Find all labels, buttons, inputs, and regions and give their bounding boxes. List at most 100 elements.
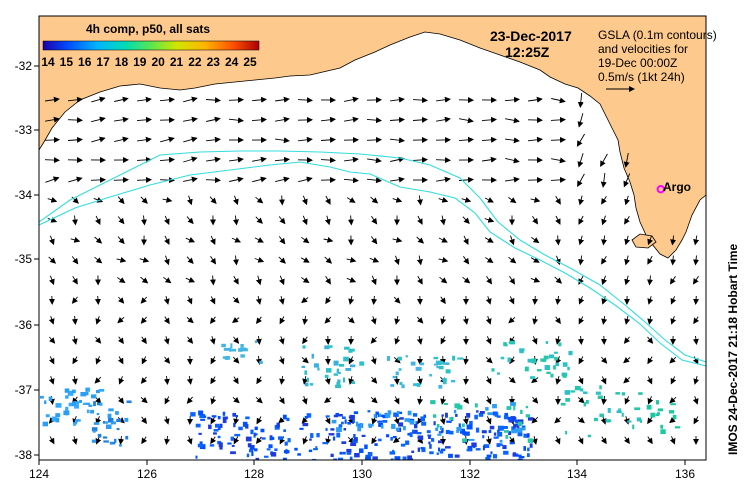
velocity-arrow [509,275,516,285]
velocity-arrow [601,235,608,246]
velocity-arrow [275,137,290,144]
velocity-arrow [577,396,585,404]
velocity-arrow [255,335,262,345]
velocity-arrow [554,235,561,246]
colorbar-title: 4h comp, p50, all sats [86,22,211,36]
velocity-arrow [256,316,262,325]
velocity-arrow [278,396,285,405]
sst-pixel [436,452,439,455]
sst-pixel [508,341,514,344]
sst-pixel [638,392,643,395]
velocity-arrow [347,316,355,324]
lat-tick-label: -35 [14,252,32,266]
sst-pixel [399,381,403,386]
velocity-arrow [117,317,125,324]
velocity-arrow [348,356,355,365]
sst-pixel [222,418,227,424]
sst-pixel [116,418,122,422]
sst-pixel [372,456,378,460]
sst-pixel [312,458,317,460]
velocity-arrow [48,316,55,325]
velocity-arrow [118,396,125,405]
velocity-arrow [324,416,331,425]
lon-tick-label: 126 [136,467,158,481]
velocity-arrow [669,275,676,285]
velocity-arrow [70,236,81,243]
velocity-arrow [438,256,449,263]
sst-pixel [338,364,345,367]
velocity-arrow [481,116,497,123]
sst-pixel [520,409,523,414]
sst-pixel [315,446,318,450]
velocity-arrow [275,116,290,123]
velocity-arrow [278,216,286,225]
velocity-arrow [206,136,221,143]
sst-pixel [301,365,306,368]
sst-pixel [55,413,61,418]
sst-pixel [199,414,206,418]
sst-pixel [417,435,424,440]
sst-pixel [74,421,78,425]
sst-pixel [398,368,402,371]
velocity-arrow [577,436,584,445]
velocity-arrow [693,375,700,385]
sst-pixel [414,424,418,429]
velocity-arrow [555,215,561,225]
sst-pixel [565,398,570,402]
sst-pixel [278,436,283,440]
sst-pixel [486,454,492,458]
velocity-arrow [206,116,221,123]
sst-pixel [403,426,406,431]
velocity-arrow [623,416,630,425]
sst-pixel [377,438,382,442]
velocity-arrow [412,116,428,123]
velocity-arrow [554,255,561,266]
velocity-arrow [140,196,148,204]
velocity-arrow [623,173,631,188]
velocity-arrow [325,275,331,285]
velocity-arrow [95,436,102,445]
velocity-arrow [232,195,239,206]
velocity-arrow [344,96,359,103]
velocity-arrow [231,237,242,243]
velocity-arrow [531,416,539,424]
velocity-arrow [274,156,290,163]
velocity-arrow [601,356,608,364]
sst-pixel [452,355,456,361]
sst-pixel [217,416,221,420]
sst-pixel [116,428,120,431]
velocity-arrow [232,316,240,323]
velocity-arrow [528,96,543,103]
velocity-arrow [458,176,474,183]
velocity-arrow [251,116,267,123]
sst-pixel [44,400,47,405]
velocity-arrow [117,277,126,284]
velocity-arrow [692,396,699,405]
sst-pixel [213,429,219,432]
sst-pixel [660,429,666,435]
sst-pixel [527,447,530,452]
velocity-arrow [459,117,474,124]
sst-pixel [597,395,603,399]
sst-pixel [407,455,412,460]
sst-pixel [355,421,359,427]
sst-pixel [367,452,373,457]
velocity-arrow [163,295,170,305]
sst-patches [40,340,681,460]
velocity-arrow [325,195,331,205]
velocity-arrow [693,235,700,246]
sst-pixel [400,443,406,447]
velocity-arrow [228,117,244,124]
sst-pixel [401,384,405,389]
velocity-arrow [530,257,540,263]
sst-pixel [469,420,473,425]
sst-pixel [497,431,503,437]
sst-pixel [271,452,277,457]
velocity-arrow [233,336,240,344]
velocity-arrow [275,96,290,103]
sst-pixel [565,430,568,435]
sst-pixel [324,345,330,350]
sst-pixel [427,434,432,437]
credit-text: IMOS 24-Dec-2017 21:18 Hobart Time [726,243,740,455]
velocity-arrow [164,396,171,405]
